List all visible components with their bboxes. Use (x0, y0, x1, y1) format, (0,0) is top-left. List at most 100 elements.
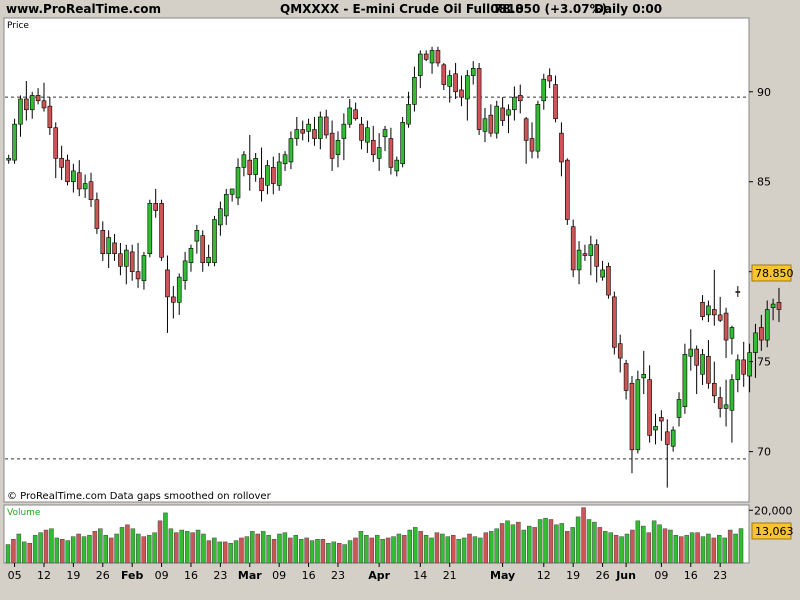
candle-body (529, 138, 535, 152)
candle (606, 262, 611, 299)
candle (670, 426, 676, 452)
candle-body (124, 249, 129, 267)
candle (506, 104, 511, 134)
candle (482, 107, 488, 143)
candle (194, 224, 200, 254)
date-tick-label: May (490, 569, 515, 582)
candle-body (35, 95, 41, 102)
volume-bar (581, 507, 586, 564)
candle (494, 100, 500, 139)
candle-body (182, 260, 188, 281)
candle (735, 286, 741, 297)
candle (559, 122, 564, 177)
volume-bar (619, 536, 624, 564)
volume-bar (597, 527, 603, 564)
volume-bar (130, 528, 136, 564)
volume-bar (679, 536, 684, 564)
volume-bar (385, 537, 391, 564)
candle (218, 201, 223, 236)
volume-bar (222, 541, 228, 564)
candle (270, 156, 276, 195)
candle (400, 116, 405, 168)
candle-body (453, 73, 458, 93)
candle-body (276, 161, 282, 186)
copyright-note: © ProRealTime.com Data gaps smoothed on … (7, 491, 272, 502)
date-tick-label: 16 (184, 569, 198, 582)
candle (35, 88, 41, 105)
date-tick-label: 09 (654, 569, 668, 582)
price-tick-label: 75 (757, 356, 771, 369)
candle-body (112, 242, 117, 255)
candle (435, 46, 441, 67)
volume-bar (304, 537, 309, 564)
candle (488, 104, 494, 137)
candle (753, 323, 758, 378)
candle (759, 314, 764, 351)
candle (347, 98, 353, 128)
volume-bar (505, 520, 510, 564)
candle-body (711, 382, 717, 397)
volume-bar (266, 535, 271, 564)
candle (694, 345, 699, 395)
candle (612, 291, 617, 355)
candle-body (541, 78, 547, 102)
candle (406, 91, 411, 128)
site-name[interactable]: www.ProRealTime.com (6, 2, 161, 16)
volume-bar (526, 525, 532, 564)
volume-bar (217, 541, 223, 564)
candle-body (406, 104, 411, 125)
volume-bar (342, 544, 347, 564)
candle-body (229, 188, 235, 195)
candle-body (623, 363, 629, 391)
candle (94, 192, 100, 234)
candle-body (564, 159, 570, 220)
candle (253, 152, 258, 182)
candle-body (365, 127, 370, 143)
candle-body (165, 269, 170, 298)
candle-body (388, 138, 394, 168)
candle (747, 343, 752, 393)
volume-bar (141, 536, 146, 564)
candle-body (135, 271, 141, 280)
candle-body (206, 257, 211, 263)
volume-bar (92, 531, 98, 564)
volume-bar (575, 516, 581, 564)
volume-bar (516, 521, 521, 564)
candle (453, 62, 458, 99)
volume-bar (483, 532, 489, 564)
volume-bar (700, 536, 706, 564)
candle (617, 334, 623, 373)
candle (323, 109, 329, 139)
volume-bar (689, 532, 695, 564)
candle-body (588, 244, 594, 256)
volume-bar (418, 531, 423, 564)
candle (700, 295, 705, 321)
candle (306, 118, 311, 143)
candle-body (706, 305, 711, 316)
candle-body (729, 327, 735, 339)
volume-bar (228, 542, 233, 564)
candle (412, 66, 417, 112)
candle-body (570, 226, 576, 271)
candle (576, 241, 582, 285)
candle (388, 127, 394, 175)
candle (176, 273, 182, 315)
candle (564, 158, 570, 225)
candle-body (394, 159, 400, 172)
candle (65, 154, 70, 186)
candle-body (118, 253, 123, 267)
volume-bar (309, 540, 315, 564)
volume-bar (456, 539, 461, 564)
candle (764, 300, 770, 348)
candle-body (400, 122, 405, 165)
candle-body (171, 296, 176, 303)
candle (570, 219, 576, 278)
candle-body (764, 309, 770, 341)
candle (500, 97, 505, 126)
candle-body (100, 230, 106, 255)
candle-body (517, 95, 523, 102)
candle-body (700, 301, 705, 317)
volume-bar (212, 537, 217, 564)
candle (129, 244, 135, 281)
